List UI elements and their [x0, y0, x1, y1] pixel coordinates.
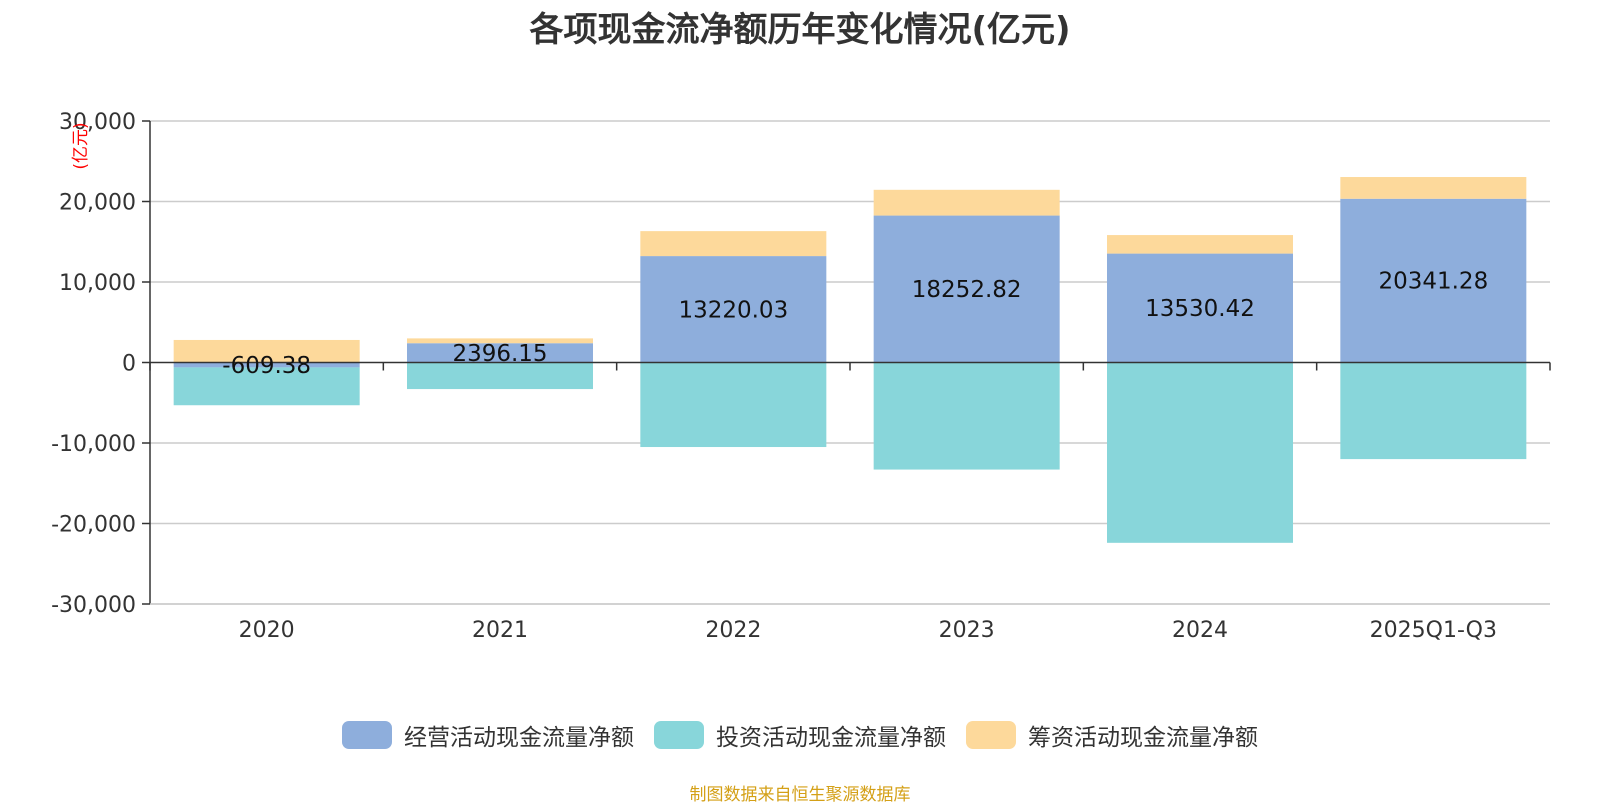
chart-title: 各项现金流净额历年变化情况(亿元)	[529, 10, 1071, 50]
bar-series1-2022	[640, 256, 827, 363]
y-unit-label: (亿元)	[71, 122, 91, 169]
bar-series1-2021	[407, 343, 593, 363]
x-tick-label: 2020	[239, 618, 295, 643]
bar-series2-2024	[1107, 362, 1293, 543]
legend-swatch	[654, 721, 704, 749]
data-label: 13220.03	[678, 297, 788, 323]
y-tick-label: 30,000	[59, 110, 136, 135]
data-label: 20341.28	[1378, 269, 1488, 295]
y-tick-label: -20,000	[51, 513, 136, 538]
bar-series3-2025Q1-Q3	[1340, 177, 1527, 199]
legend-swatch	[342, 721, 392, 749]
data-label: -609.38	[222, 353, 311, 379]
x-tick-label: 2025Q1-Q3	[1370, 618, 1497, 643]
legend-item-2[interactable]: 投资活动现金流量净额	[654, 718, 946, 752]
bar-series1-2020	[173, 362, 360, 368]
data-label: 18252.82	[912, 277, 1022, 303]
y-tick-label: 0	[122, 352, 136, 377]
legend-item-3[interactable]: 筹资活动现金流量净额	[966, 718, 1258, 752]
bar-series2-2020	[173, 367, 360, 406]
chart-legend: 经营活动现金流量净额 投资活动现金流量净额 筹资活动现金流量净额	[0, 718, 1600, 752]
source-note: 制图数据来自恒生聚源数据库	[689, 785, 911, 805]
data-label: 2396.15	[452, 341, 547, 367]
bar-series1-2024	[1107, 253, 1293, 363]
data-label: 13530.42	[1145, 296, 1255, 322]
legend-label: 投资活动现金流量净额	[716, 725, 946, 751]
bar-series2-2023	[873, 362, 1060, 470]
x-tick-label: 2024	[1172, 618, 1228, 643]
legend-swatch	[966, 721, 1016, 749]
bar-series1-2023	[873, 215, 1060, 363]
bar-series3-2022	[640, 231, 827, 257]
legend-label: 筹资活动现金流量净额	[1028, 725, 1258, 751]
legend-item-1[interactable]: 经营活动现金流量净额	[342, 718, 634, 752]
bar-series2-2025Q1-Q3	[1340, 362, 1527, 460]
bar-series1-2025Q1-Q3	[1340, 198, 1527, 363]
bar-series3-2021	[407, 338, 593, 344]
x-tick-label: 2021	[472, 618, 528, 643]
bar-series3-2023	[873, 189, 1060, 216]
bar-series2-2022	[640, 362, 827, 448]
x-tick-label: 2023	[939, 618, 995, 643]
x-tick-label: 2022	[705, 618, 761, 643]
y-tick-label: -30,000	[51, 593, 136, 618]
y-tick-label: 20,000	[59, 191, 136, 216]
legend-label: 经营活动现金流量净额	[404, 725, 634, 751]
y-tick-label: -10,000	[51, 432, 136, 457]
bar-series2-2021	[407, 362, 593, 390]
bar-series3-2020	[173, 339, 360, 363]
bar-series3-2024	[1107, 235, 1293, 254]
chart-plot-area: 30,000 20,000 10,000 0 -10,000 -20,000 -30,000…	[51, 110, 1551, 643]
y-tick-label: 10,000	[59, 271, 136, 296]
